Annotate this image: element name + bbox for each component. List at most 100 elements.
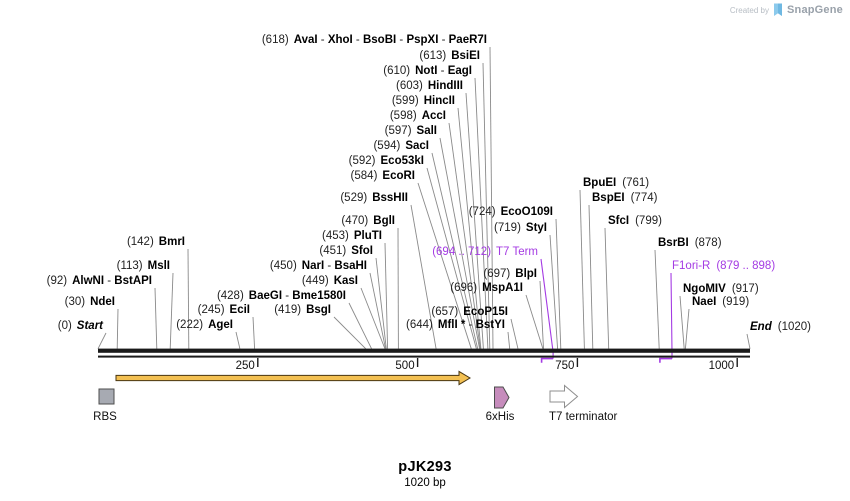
site-label-eco53ki[interactable]: (592) Eco53kI bbox=[349, 154, 424, 169]
site-label-bmri[interactable]: (142) BmrI bbox=[127, 235, 185, 250]
enzyme-name: MspA1I bbox=[482, 282, 523, 294]
rbs-feature[interactable] bbox=[98, 388, 115, 405]
site-label-baegi[interactable]: (428) BaeGI - Bme1580I bbox=[216, 290, 346, 302]
snapgene-watermark: Created by SnapGene bbox=[730, 3, 843, 17]
site-label-sali[interactable]: (597) SalI bbox=[385, 124, 437, 139]
site-position: (613) bbox=[419, 50, 447, 62]
site-position: (222) bbox=[176, 319, 204, 331]
site-label-start[interactable]: (0) Start bbox=[58, 319, 103, 334]
site-label-pluti[interactable]: (453) PluTI bbox=[322, 229, 382, 244]
site-label-sfci[interactable]: SfcI (799) bbox=[608, 214, 662, 229]
orf-arrow[interactable] bbox=[115, 370, 471, 386]
map-backbone-underline bbox=[98, 355, 750, 358]
site-label-ngomiv[interactable]: NgoMIV (917) bbox=[683, 282, 759, 297]
ruler-tick-label: 1000 bbox=[709, 360, 735, 372]
primer-span-bracket[interactable] bbox=[659, 357, 672, 363]
feature-label-his6: 6xHis bbox=[485, 411, 515, 423]
site-label-kasi[interactable]: (449) KasI bbox=[302, 274, 358, 289]
site-leader-line bbox=[116, 308, 119, 349]
site-label-msli[interactable]: (113) MslI bbox=[117, 259, 170, 274]
site-label-bspei[interactable]: BspEI (774) bbox=[592, 191, 657, 206]
enzyme-name: BstYI bbox=[475, 319, 505, 331]
site-position: (30) bbox=[64, 296, 86, 308]
site-position: (879 .. 898) bbox=[716, 260, 776, 272]
site-label-end[interactable]: End (1020) bbox=[750, 320, 811, 335]
site-label-mfli[interactable]: (644) MflI * - BstYI bbox=[406, 319, 505, 331]
enzyme-name: EagI bbox=[447, 65, 472, 77]
site-position: (657) bbox=[431, 306, 459, 318]
enzyme-name: BsaHI bbox=[334, 260, 367, 272]
site-label-hindiii[interactable]: (603) HindIII bbox=[396, 79, 463, 94]
primer-label-t7term[interactable]: (694 .. 712) T7 Term bbox=[432, 245, 538, 260]
brand-text: SnapGene bbox=[786, 4, 843, 16]
site-label-ecori[interactable]: (584) EcoRI bbox=[351, 169, 415, 184]
site-label-ecop15i[interactable]: (657) EcoP15I bbox=[431, 305, 508, 320]
site-label-avai[interactable]: (618) AvaI - XhoI - BsoBI - PspXI - PaeR7… bbox=[261, 34, 487, 46]
site-position: (428) bbox=[216, 290, 244, 302]
site-label-hincii[interactable]: (599) HincII bbox=[392, 94, 455, 109]
site-leader-line bbox=[348, 302, 373, 349]
enzyme-name: BsgI bbox=[306, 304, 331, 316]
site-leader-line bbox=[684, 308, 690, 349]
site-label-noti[interactable]: (610) NotI - EagI bbox=[383, 65, 472, 77]
his6-feature[interactable] bbox=[494, 386, 510, 409]
site-leader-line bbox=[439, 137, 481, 349]
site-label-agei[interactable]: (222) AgeI bbox=[176, 318, 233, 333]
site-label-naei[interactable]: NaeI (919) bbox=[692, 295, 749, 310]
site-label-sfoi[interactable]: (451) SfoI bbox=[319, 244, 373, 259]
enzyme-name: AgeI bbox=[208, 319, 233, 331]
enzyme-name: NotI bbox=[415, 65, 438, 77]
site-label-mspa1i[interactable]: (696) MspA1I bbox=[450, 281, 523, 296]
snapgene-flag-icon bbox=[773, 3, 782, 16]
site-label-alwni[interactable]: (92) AlwNI - BstAPI bbox=[46, 275, 152, 287]
site-leader-line bbox=[448, 122, 481, 349]
site-leader-line bbox=[97, 332, 107, 350]
site-leader-line bbox=[525, 294, 544, 349]
t7-terminator-feature[interactable] bbox=[549, 384, 579, 409]
site-leader-line bbox=[579, 189, 585, 349]
site-label-acci[interactable]: (598) AccI bbox=[390, 109, 446, 124]
site-label-bsiei[interactable]: (613) BsiEI bbox=[419, 49, 480, 64]
site-label-bpuei[interactable]: BpuEI (761) bbox=[583, 176, 649, 191]
site-position: (245) bbox=[197, 304, 225, 316]
enzyme-name: BstAPI bbox=[114, 275, 152, 287]
site-leader-line bbox=[333, 316, 367, 350]
site-leader-line bbox=[457, 107, 482, 349]
enzyme-name: BaeGI bbox=[248, 290, 283, 302]
enzyme-name: BspEI bbox=[592, 192, 625, 204]
site-leader-line bbox=[431, 152, 479, 349]
site-label-nari[interactable]: (450) NarI - BsaHI bbox=[269, 260, 367, 272]
site-label-blpi[interactable]: (697) BlpI bbox=[483, 267, 537, 282]
site-position: (0) bbox=[57, 320, 72, 332]
site-label-styi[interactable]: (719) StyI bbox=[494, 221, 547, 236]
site-position: (584) bbox=[350, 170, 378, 182]
site-label-bsshii[interactable]: (529) BssHII bbox=[340, 191, 408, 206]
site-label-bsrbi[interactable]: BsrBI (878) bbox=[658, 236, 722, 251]
enzyme-name: NarI bbox=[301, 260, 325, 272]
site-position: (644) bbox=[406, 319, 433, 331]
primer-span-bracket[interactable] bbox=[540, 357, 554, 363]
enzyme-name: EciI bbox=[229, 304, 250, 316]
site-leader-line bbox=[187, 248, 190, 349]
enzyme-name: PaeR7I bbox=[448, 34, 487, 46]
site-label-bgli[interactable]: (470) BglI bbox=[341, 214, 395, 229]
site-label-ndei[interactable]: (30) NdeI bbox=[65, 295, 115, 310]
site-leader-line bbox=[679, 295, 685, 349]
enzyme-name: AvaI bbox=[293, 34, 318, 46]
site-leader-line bbox=[426, 167, 477, 349]
site-label-bsgi[interactable]: (419) BsgI bbox=[274, 303, 331, 318]
site-leader-line bbox=[417, 182, 472, 349]
primer-label-f1orir[interactable]: F1ori-R (879 .. 898) bbox=[672, 259, 775, 274]
site-position: (1020) bbox=[777, 321, 811, 333]
enzyme-name: PluTI bbox=[353, 230, 382, 242]
site-leader-line bbox=[555, 218, 562, 349]
site-label-ecoo109i[interactable]: (724) EcoO109I bbox=[469, 205, 553, 220]
site-label-ecii[interactable]: (245) EciI bbox=[198, 303, 250, 318]
site-leader-line bbox=[154, 287, 158, 349]
site-position: (799) bbox=[635, 215, 662, 227]
site-position: (697) bbox=[483, 268, 511, 280]
site-label-saci[interactable]: (594) SacI bbox=[373, 139, 429, 154]
map-backbone-line[interactable] bbox=[98, 348, 750, 353]
enzyme-name: Bme1580I bbox=[292, 290, 346, 302]
